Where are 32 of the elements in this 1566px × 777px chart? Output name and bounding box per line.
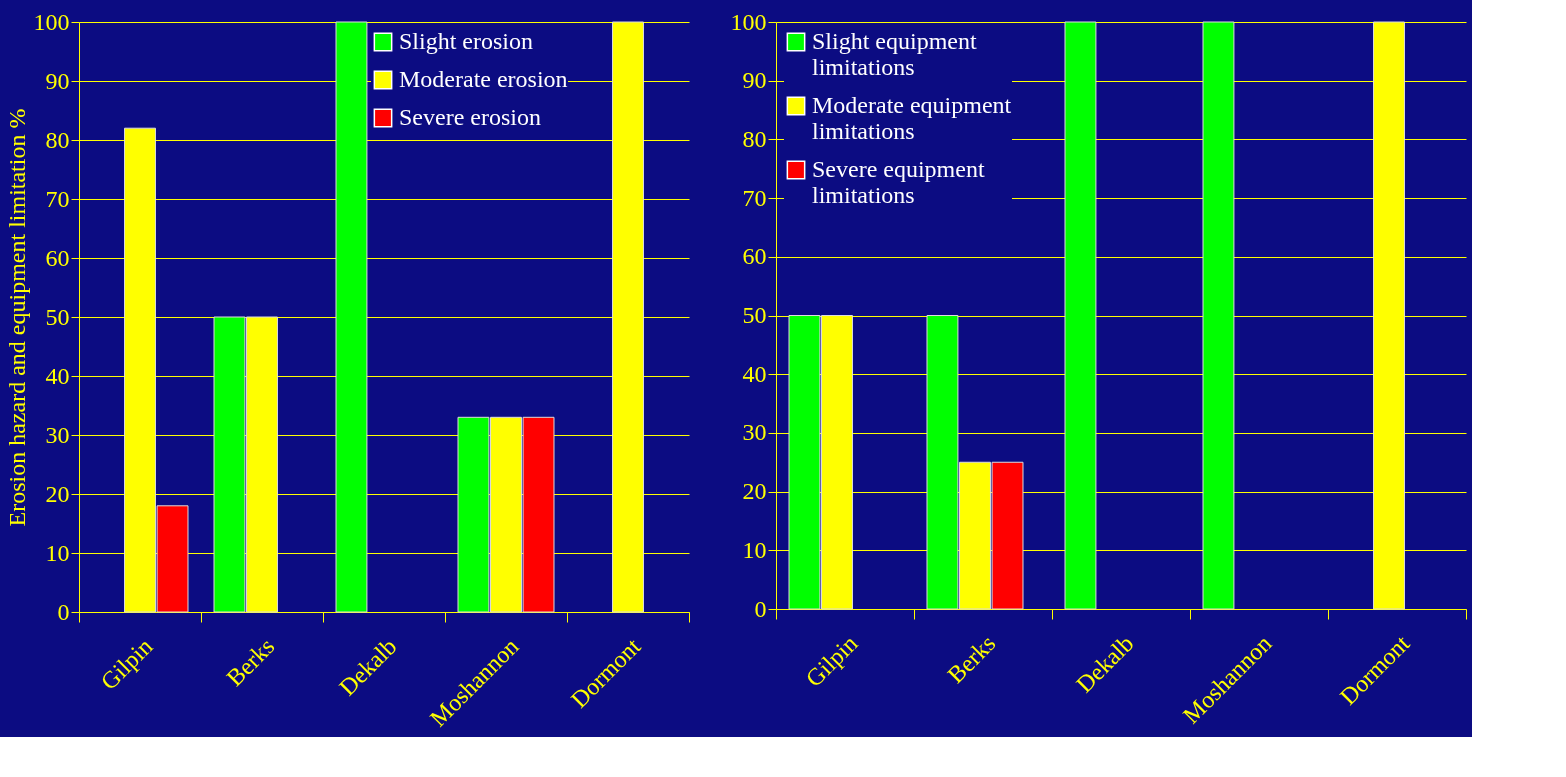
- legend-label: Severe equipment limitations: [812, 156, 985, 208]
- y-tick-label: 90: [742, 67, 767, 94]
- y-tick-label: 30: [742, 419, 767, 446]
- legend-label: Severe erosion: [399, 104, 541, 130]
- y-tick-label: 40: [742, 360, 767, 387]
- bar: [1064, 21, 1097, 610]
- y-tick-label: 30: [45, 421, 70, 448]
- bar: [1202, 21, 1235, 610]
- y-tick-label: 100: [33, 8, 70, 35]
- y-tick-label: 0: [57, 598, 70, 625]
- y-tick-label: 50: [742, 302, 767, 328]
- y-tick-label: 20: [742, 478, 767, 505]
- y-tick-label: 60: [742, 243, 767, 270]
- y-tick-label: 60: [45, 244, 70, 271]
- y-tick-label: 40: [45, 362, 70, 389]
- y-tick-label: 20: [45, 480, 70, 507]
- y-tick-label: 90: [45, 67, 70, 94]
- y-axis-title: Erosion hazard and equipment limitation %: [3, 108, 30, 527]
- y-tick-label: 70: [742, 184, 767, 211]
- y-tick-label: 100: [730, 8, 767, 35]
- y-tick-label: 0: [754, 595, 767, 622]
- y-tick-label: 70: [45, 185, 70, 212]
- legend-label: Slight erosion: [399, 28, 534, 54]
- y-tick-label: 10: [45, 539, 70, 566]
- y-tick-label: 50: [45, 303, 70, 330]
- legend-label: Slight equipment limitations: [812, 28, 977, 80]
- y-tick-label: 80: [742, 125, 767, 152]
- legend-label: Moderate equipment limitations: [812, 92, 1012, 144]
- y-tick-label: 80: [45, 126, 70, 153]
- legend-label: Moderate erosion: [399, 66, 568, 92]
- y-tick-label: 10: [742, 536, 767, 563]
- bar: [335, 21, 368, 613]
